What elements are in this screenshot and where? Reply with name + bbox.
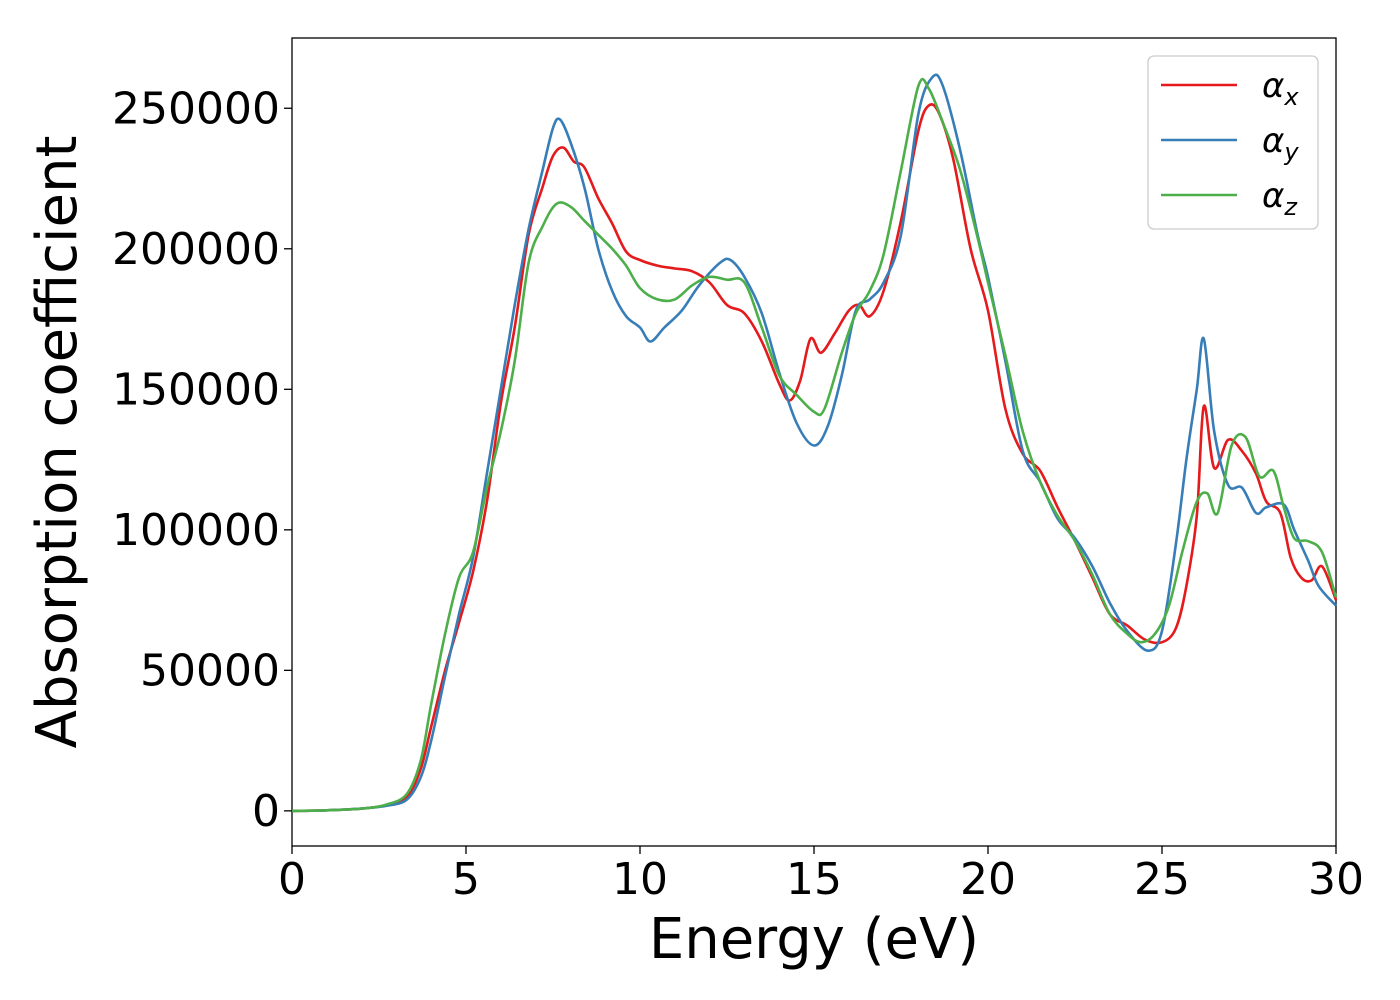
y-tick-label: 100000 (112, 505, 280, 556)
y-axis: 0 50000 100000 150000 200000 250000 (112, 83, 292, 837)
y-tick-label: 250000 (112, 83, 280, 134)
x-tick-label: 20 (960, 854, 1016, 905)
x-tick-label: 15 (786, 854, 842, 905)
legend-box (1147, 55, 1319, 230)
y-tick-label: 150000 (112, 364, 280, 415)
series-line-alpha-x (291, 103, 1338, 813)
y-tick-label: 200000 (112, 224, 280, 275)
y-axis-title: Absorption coefficient (25, 136, 90, 749)
x-axis-title: Energy (eV) (649, 907, 979, 972)
x-tick-label: 0 (278, 854, 306, 905)
series-line-alpha-z (291, 77, 1338, 813)
series-line-alpha-y (291, 73, 1337, 813)
y-tick-label: 0 (252, 786, 280, 837)
x-tick-label: 30 (1308, 854, 1364, 905)
x-axis: 0 5 10 15 20 25 30 (278, 846, 1364, 905)
series-layer (291, 73, 1338, 813)
y-tick-label: 50000 (140, 645, 280, 696)
x-tick-label: 25 (1134, 854, 1190, 905)
x-tick-label: 5 (452, 854, 480, 905)
x-tick-label: 10 (612, 854, 668, 905)
